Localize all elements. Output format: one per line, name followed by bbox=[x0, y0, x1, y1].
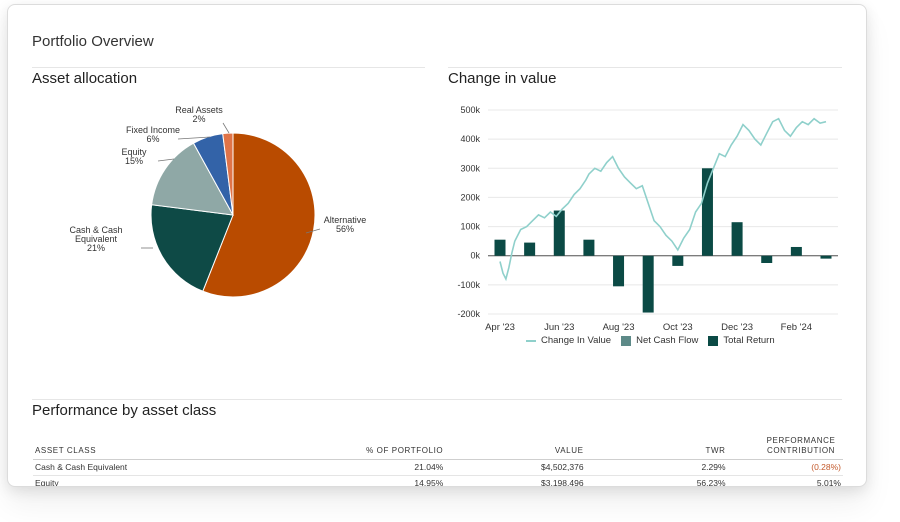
perf-contribution-header-text: PERFORMANCE CONTRIBUTION bbox=[766, 436, 836, 455]
bar-total-return[interactable] bbox=[731, 222, 743, 256]
change-in-value-chart: 500k 400k 300k 200k 100k 0k -100k -200k Apr '23 J… bbox=[457, 105, 838, 333]
cell-twr: 56.23% bbox=[585, 475, 728, 486]
y-tick-label: 0k bbox=[470, 251, 480, 261]
portfolio-overview-card: Portfolio Overview Asset allocation Alte… bbox=[7, 4, 867, 487]
y-tick-label: 400k bbox=[460, 134, 480, 144]
bar-total-return[interactable] bbox=[820, 255, 832, 259]
bar-total-return[interactable] bbox=[672, 255, 684, 266]
bar-total-return[interactable] bbox=[494, 239, 506, 256]
legend-label: Net Cash Flow bbox=[636, 335, 699, 346]
pie-slice[interactable] bbox=[151, 142, 234, 216]
bar-total-return[interactable] bbox=[524, 242, 536, 256]
column-header-performance-contribution[interactable]: PERFORMANCE CONTRIBUTION bbox=[727, 436, 843, 460]
cell-pct-portfolio: 14.95% bbox=[302, 475, 446, 486]
y-tick-label: 300k bbox=[460, 163, 480, 173]
asset-allocation-pie-chart: Alternative 56% Cash & Cash Equivalent 21% Eq… bbox=[69, 105, 367, 298]
performance-table: ASSET CLASS % OF PORTFOLIO VALUE TWR PER… bbox=[33, 436, 843, 486]
legend-item-change-in-value[interactable]: Change In Value bbox=[526, 335, 611, 346]
x-tick-label: Apr '23 bbox=[485, 322, 515, 333]
column-header-twr[interactable]: TWR bbox=[585, 436, 728, 460]
cell-twr: 2.29% bbox=[585, 459, 728, 476]
pie-label: Fixed Income 6% bbox=[126, 125, 180, 144]
table-header-row: ASSET CLASS % OF PORTFOLIO VALUE TWR PER… bbox=[33, 436, 843, 460]
column-header-pct-portfolio[interactable]: % OF PORTFOLIO bbox=[302, 436, 446, 460]
cell-asset-class: Equity bbox=[33, 475, 303, 486]
pie-label: Real Assets 2% bbox=[175, 105, 223, 124]
legend-box-swatch bbox=[621, 335, 632, 346]
cell-performance-contribution: 5.01% bbox=[727, 475, 843, 486]
bar-total-return[interactable] bbox=[701, 168, 713, 256]
x-tick-label: Dec '23 bbox=[721, 322, 753, 333]
y-tick-label: 500k bbox=[460, 105, 480, 115]
table-row[interactable]: Equity 14.95% $3,198,496 56.23% 5.01% bbox=[33, 475, 843, 486]
y-tick-label: -100k bbox=[457, 280, 480, 290]
asset-allocation-title: Asset allocation bbox=[32, 70, 138, 87]
bar-total-return[interactable] bbox=[642, 255, 654, 313]
change-in-value-divider bbox=[448, 67, 842, 68]
cell-asset-class: Cash & Cash Equivalent bbox=[33, 459, 303, 476]
pie-label: Equity 15% bbox=[121, 147, 147, 166]
pie-label-leader bbox=[305, 228, 321, 234]
pie-label: Alternative 56% bbox=[324, 215, 367, 234]
bar-total-return[interactable] bbox=[761, 255, 773, 263]
x-tick-label: Oct '23 bbox=[663, 322, 693, 333]
bar-total-return[interactable] bbox=[613, 255, 625, 287]
column-header-value[interactable]: VALUE bbox=[445, 436, 586, 460]
cell-value: $4,502,376 bbox=[445, 459, 586, 476]
pie-slice[interactable] bbox=[202, 132, 316, 298]
pie-label: Cash & Cash Equivalent 21% bbox=[69, 225, 122, 253]
x-tick-label: Aug '23 bbox=[603, 322, 635, 333]
cell-pct-portfolio: 21.04% bbox=[302, 459, 446, 476]
legend-box-swatch bbox=[708, 335, 719, 346]
legend-label: Change In Value bbox=[541, 335, 612, 346]
change-in-value-line[interactable] bbox=[499, 117, 827, 282]
y-tick-label: 100k bbox=[460, 222, 480, 232]
pie-slice[interactable] bbox=[150, 204, 234, 292]
cell-performance-contribution: (0.28%) bbox=[727, 459, 843, 476]
y-tick-label: -200k bbox=[457, 309, 480, 319]
column-header-asset-class[interactable]: ASSET CLASS bbox=[33, 436, 303, 460]
x-tick-label: Feb '24 bbox=[781, 322, 812, 333]
bar-total-return[interactable] bbox=[583, 239, 595, 256]
x-tick-label: Jun '23 bbox=[544, 322, 574, 333]
change-in-value-title: Change in value bbox=[448, 70, 557, 87]
performance-title: Performance by asset class bbox=[32, 402, 217, 419]
pie-label-leader bbox=[222, 122, 230, 134]
page-title: Portfolio Overview bbox=[32, 33, 154, 50]
y-tick-label: 200k bbox=[460, 192, 480, 202]
pie-label-leader bbox=[157, 158, 175, 162]
legend-line-swatch bbox=[526, 339, 536, 342]
bar-total-return[interactable] bbox=[553, 210, 565, 256]
bar-total-return[interactable] bbox=[790, 246, 802, 256]
asset-allocation-divider bbox=[32, 67, 425, 68]
chart-legend: Change In Value Net Cash Flow Total Retu… bbox=[526, 335, 785, 346]
pie-label-leader bbox=[177, 136, 211, 140]
legend-label: Total Return bbox=[723, 335, 775, 346]
cell-value: $3,198,496 bbox=[445, 475, 586, 486]
legend-item-total-return[interactable]: Total Return bbox=[708, 335, 775, 346]
table-row[interactable]: Cash & Cash Equivalent 21.04% $4,502,376… bbox=[33, 459, 843, 476]
pie-slice[interactable] bbox=[222, 132, 234, 216]
performance-divider bbox=[32, 399, 842, 400]
legend-item-net-cash-flow[interactable]: Net Cash Flow bbox=[621, 335, 698, 346]
